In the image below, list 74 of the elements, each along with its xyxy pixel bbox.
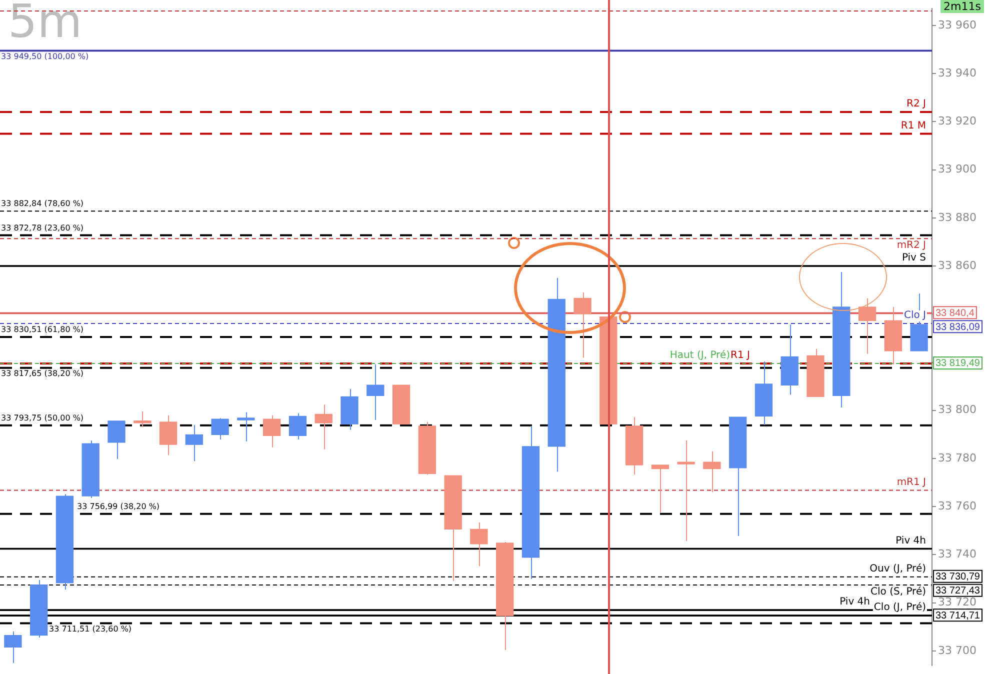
y-tick-label: 33 940 xyxy=(938,66,976,80)
text: 33 714,71 xyxy=(936,610,980,622)
candlestick xyxy=(263,414,281,448)
candlestick xyxy=(651,464,669,514)
y-tick-label: 33 720 xyxy=(938,596,976,609)
ref-line-label: 33 949,50 (100,00 %) xyxy=(1,52,89,61)
candlestick xyxy=(366,364,384,420)
ref-line-label: mR2 J xyxy=(896,240,926,252)
ref-line-label: Haut (J, Pré) xyxy=(670,350,730,362)
candlestick xyxy=(780,324,798,396)
candlestick xyxy=(444,475,462,582)
text: 2m11s xyxy=(944,0,982,13)
ref-line-label: Clo (S, Pré) xyxy=(870,586,926,598)
candlestick xyxy=(858,298,876,354)
candlestick xyxy=(418,421,436,476)
ref-line-label: mR1 J xyxy=(896,476,926,488)
candlestick xyxy=(470,522,488,567)
candlestick xyxy=(392,384,410,424)
candlestick xyxy=(288,412,307,440)
ref-line-label: R1 J xyxy=(730,350,750,362)
text: 33 819,49 xyxy=(936,358,980,370)
candlestick xyxy=(82,440,100,498)
y-tick-label: 33 960 xyxy=(938,18,976,32)
candlestick xyxy=(4,630,22,664)
ref-line-label: 33 817,65 (38,20 %) xyxy=(1,368,84,378)
ref-line-label: Piv 4h xyxy=(840,596,870,608)
ref-line-label: Piv S xyxy=(902,252,926,264)
ref-line-label: 33 830,51 (61,80 %) xyxy=(1,325,84,334)
candlestick xyxy=(185,424,203,462)
ref-line-label: Clo (J, Pré) xyxy=(874,602,926,614)
ref-line-label: Ouv (J, Pré) xyxy=(870,563,926,574)
chart-title: 5m xyxy=(8,0,82,48)
y-tick-label: 33 700 xyxy=(938,644,976,657)
y-tick-label: 33 920 xyxy=(938,114,976,128)
candlestick xyxy=(159,414,178,456)
ref-line-label: 33 872,78 (23,60 %) xyxy=(1,223,84,232)
candlestick xyxy=(340,388,358,430)
candlestick xyxy=(237,412,255,442)
ref-line-label: Piv 4h xyxy=(896,535,926,546)
y-tick-label: 33 800 xyxy=(938,403,976,416)
text: 33 730,79 xyxy=(936,572,980,583)
candlestick xyxy=(884,306,902,365)
candlestick xyxy=(703,450,721,493)
candlestick xyxy=(806,348,824,398)
candlestick xyxy=(314,404,332,450)
ref-line-label: 33 840,4 xyxy=(936,308,975,319)
ref-line-label: 33 711,51 (23,60 %) xyxy=(49,624,132,634)
y-tick-label: 33 880 xyxy=(938,210,976,224)
ref-line-label: 33 756,99 (38,20 %) xyxy=(77,502,160,511)
candlestick xyxy=(548,277,566,472)
ref-line-label: R2 J xyxy=(906,98,926,110)
y-tick-label: 33 860 xyxy=(938,258,976,272)
text: 33 836,09 xyxy=(936,322,980,333)
candlestick xyxy=(30,579,48,638)
ref-line-label: R1 M xyxy=(900,120,926,132)
ref-line-label: 33 882,84 (78,60 %) xyxy=(1,199,84,208)
y-tick-label: 33 780 xyxy=(938,451,976,464)
ref-line-label: Clo J xyxy=(904,310,926,322)
candlestick xyxy=(677,440,695,542)
text: 33 727,43 xyxy=(936,586,980,597)
candlestick xyxy=(729,416,747,536)
y-tick-label: 33 760 xyxy=(938,499,976,512)
candlestick xyxy=(496,541,514,651)
ref-line-label: 33 793,75 (50,00 %) xyxy=(1,413,84,422)
candlestick xyxy=(108,420,126,460)
y-tick-label: 33 740 xyxy=(938,548,976,561)
candlestick xyxy=(754,361,773,426)
candlestick xyxy=(211,418,229,440)
candlestick xyxy=(625,416,644,476)
candlestick xyxy=(574,292,592,358)
candlestick xyxy=(522,426,540,580)
y-tick-label: 33 900 xyxy=(938,162,976,176)
candlestick xyxy=(56,494,74,590)
candlestick xyxy=(832,272,850,408)
